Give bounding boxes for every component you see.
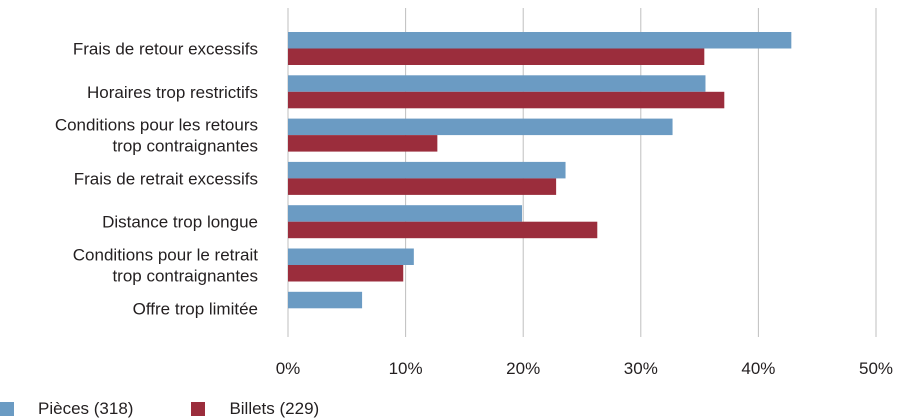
category-labels: Frais de retour excessifs Horaires trop r…	[55, 40, 258, 319]
bar-pieces	[288, 32, 792, 49]
legend-swatch-billets	[191, 402, 206, 416]
bar-billets	[288, 221, 598, 239]
bar-billets	[288, 48, 705, 65]
bar-chart: Frais de retour excessifs Horaires trop r…	[55, 8, 893, 378]
bar-pieces	[288, 161, 566, 179]
x-tick-label: 30%	[624, 359, 658, 378]
legend-item-billets: Billets (229)	[191, 399, 319, 419]
category-label: Conditions pour le retrait trop contraign…	[73, 246, 258, 286]
x-tick-label: 40%	[741, 359, 775, 378]
bar-pieces	[288, 75, 706, 92]
bar-billets	[288, 178, 557, 195]
category-label: Offre trop limitée	[133, 299, 258, 318]
legend-swatch-pieces	[0, 402, 14, 416]
x-tick-label: 20%	[506, 359, 540, 378]
x-tick-label: 10%	[389, 359, 423, 378]
bar-billets	[288, 135, 438, 152]
x-tick-label: 50%	[859, 359, 893, 378]
legend-label-billets: Billets (229)	[229, 399, 320, 418]
legend: Pièces (318) Billets (229)	[0, 398, 377, 420]
bar-pieces	[288, 291, 363, 309]
bar-pieces	[288, 118, 673, 136]
category-label: Conditions pour les retours trop contraig…	[55, 116, 258, 156]
legend-label-pieces: Pièces (318)	[38, 399, 134, 418]
x-axis-tick-labels: 0% 10% 20% 30% 40% 50%	[276, 359, 893, 378]
bar-billets	[288, 265, 404, 282]
category-label: Horaires trop restrictifs	[87, 83, 258, 102]
category-label: Frais de retrait excessifs	[74, 169, 258, 188]
bar-billets	[288, 91, 725, 109]
category-label: Distance trop longue	[102, 213, 258, 232]
bar-pieces	[288, 248, 414, 265]
legend-item-pieces: Pièces (318)	[0, 399, 133, 419]
category-label: Frais de retour excessifs	[73, 40, 258, 59]
x-tick-label: 0%	[276, 359, 301, 378]
bars	[288, 32, 792, 309]
bar-pieces	[288, 205, 523, 222]
